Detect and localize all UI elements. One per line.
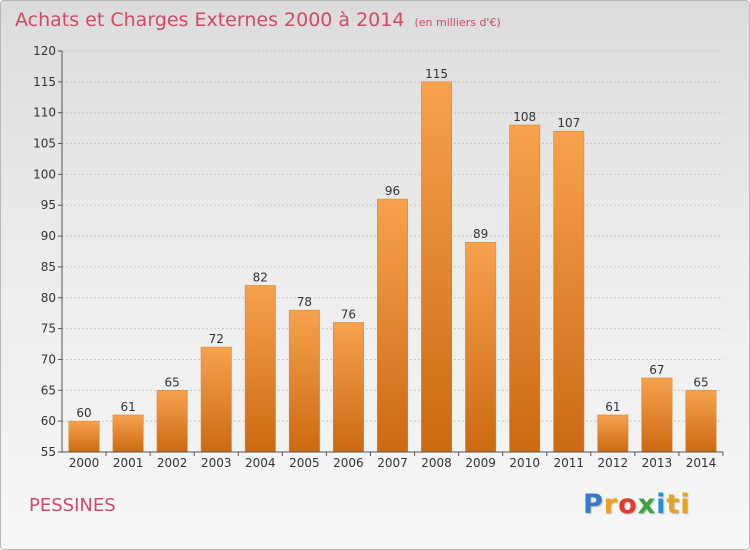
bar-value-label: 89 [473,227,488,241]
chart-unit: (en milliers d'€) [414,16,501,29]
x-tick-label: 2011 [553,456,584,470]
bar-value-label: 61 [120,400,135,414]
bar-2012 [597,414,629,453]
bar-2009 [465,241,497,453]
y-tick-label: 85 [41,260,56,274]
bar-2006 [332,322,364,453]
bar-value-label: 96 [385,184,400,198]
bar-2008 [421,81,453,453]
bars: 60 61 65 72 82 78 76 96 115 89 108 107 61 67 65 [68,67,717,453]
x-tick-label: 2005 [289,456,320,470]
y-tick-label: 60 [41,414,56,428]
bar-2005 [288,309,320,453]
bar-value-label: 76 [341,307,356,321]
bar-2011 [553,130,585,453]
x-tick-label: 2001 [113,456,144,470]
x-axis: 2000 2001 2002 2003 2004 2005 2006 2007 2008 2009… [62,451,724,470]
bar-2000 [68,420,100,453]
bar-value-label: 107 [557,116,580,130]
y-tick-label: 110 [33,106,56,120]
y-tick-label: 90 [41,229,56,243]
y-axis: 55 60 65 70 75 80 85 90 95 100 105 110 115 120 [33,44,63,459]
y-tick-label: 95 [41,198,56,212]
x-tick-label: 2004 [245,456,276,470]
x-tick-label: 2013 [642,456,673,470]
y-tick-label: 70 [41,352,56,366]
bar-value-label: 65 [165,375,180,389]
bar-2004 [244,285,276,453]
y-tick-label: 120 [33,44,56,58]
y-tick-label: 65 [41,383,56,397]
bar-value-label: 72 [209,332,224,346]
bar-value-label: 67 [649,363,664,377]
commune-name: PESSINES [29,495,116,516]
bar-value-label: 65 [693,375,708,389]
bar-value-label: 60 [76,406,91,420]
x-tick-label: 2008 [421,456,452,470]
y-tick-label: 55 [41,445,56,459]
x-tick-label: 2014 [686,456,717,470]
proxiti-logo: Proxiti [583,489,691,520]
y-tick-label: 115 [33,75,56,89]
x-tick-label: 2000 [69,456,100,470]
y-tick-label: 75 [41,322,56,336]
bar-2002 [156,390,188,453]
x-tick-label: 2006 [333,456,364,470]
bar-2013 [641,377,673,453]
x-tick-label: 2003 [201,456,232,470]
bar-value-label: 78 [297,295,312,309]
x-tick-label: 2012 [598,456,629,470]
x-tick-label: 2007 [377,456,408,470]
x-tick-label: 2010 [509,456,540,470]
bar-2003 [200,346,232,453]
y-tick-label: 80 [41,291,56,305]
bar-2001 [112,414,144,453]
bar-value-label: 61 [605,400,620,414]
y-tick-label: 100 [33,167,56,181]
y-tick-label: 105 [33,137,56,151]
bar-2014 [685,390,717,453]
x-tick-label: 2002 [157,456,188,470]
x-tick-label: 2009 [465,456,496,470]
bar-value-label: 108 [513,110,536,124]
bar-2010 [509,124,541,453]
bar-value-label: 115 [425,67,448,81]
chart-title-text: Achats et Charges Externes 2000 à 2014 [15,9,405,31]
chart-title: Achats et Charges Externes 2000 à 2014 (e… [15,9,501,31]
bar-2007 [377,198,408,453]
bar-value-label: 82 [253,270,268,284]
